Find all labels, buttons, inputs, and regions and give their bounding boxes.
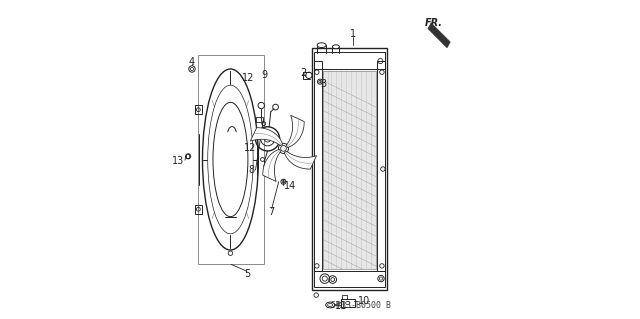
Text: 3: 3	[320, 79, 326, 89]
Polygon shape	[286, 115, 304, 147]
Text: 5: 5	[244, 270, 250, 279]
Ellipse shape	[326, 302, 335, 308]
Bar	[256, 117, 264, 122]
Text: 5R33-B0500 B: 5R33-B0500 B	[332, 301, 391, 310]
Text: 9: 9	[261, 70, 268, 80]
Bar	[195, 105, 202, 115]
Text: 12: 12	[242, 72, 254, 83]
Bar	[314, 61, 321, 271]
Text: 2: 2	[300, 68, 307, 78]
Text: 8: 8	[248, 165, 254, 175]
Text: 1: 1	[350, 29, 356, 39]
Bar	[195, 204, 202, 214]
Text: 12: 12	[244, 143, 257, 153]
Bar	[323, 70, 376, 269]
Text: 10: 10	[358, 296, 371, 306]
Polygon shape	[250, 128, 283, 145]
Ellipse shape	[332, 45, 339, 49]
Ellipse shape	[328, 303, 333, 307]
Polygon shape	[284, 151, 317, 169]
Bar	[186, 154, 189, 158]
Text: FR.: FR.	[424, 18, 442, 28]
Bar	[377, 61, 385, 271]
Bar	[312, 48, 387, 290]
Text: 4: 4	[189, 57, 195, 67]
Polygon shape	[263, 149, 281, 182]
Text: 13: 13	[172, 156, 184, 166]
Bar	[342, 295, 347, 299]
Ellipse shape	[346, 301, 349, 305]
Bar	[340, 299, 355, 307]
Bar	[198, 55, 264, 264]
Ellipse shape	[317, 43, 326, 48]
Bar	[314, 271, 385, 286]
Polygon shape	[428, 23, 450, 48]
Text: 11: 11	[335, 300, 348, 311]
Text: 7: 7	[269, 207, 275, 217]
Text: 14: 14	[284, 182, 296, 191]
Bar	[314, 51, 385, 69]
